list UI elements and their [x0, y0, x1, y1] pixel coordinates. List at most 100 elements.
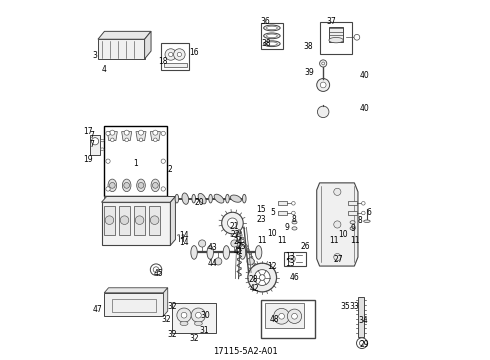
Polygon shape	[104, 293, 164, 316]
Text: 26: 26	[300, 242, 310, 251]
Text: 28: 28	[249, 275, 258, 284]
Ellipse shape	[247, 248, 249, 251]
Ellipse shape	[267, 42, 277, 45]
Text: 40: 40	[359, 71, 369, 80]
Polygon shape	[145, 31, 151, 59]
Circle shape	[124, 130, 129, 135]
Ellipse shape	[192, 194, 196, 203]
Circle shape	[359, 341, 365, 346]
Ellipse shape	[245, 245, 247, 247]
Text: 47: 47	[93, 305, 103, 314]
Bar	[261, 23, 283, 49]
Circle shape	[221, 212, 243, 234]
Ellipse shape	[153, 197, 162, 203]
Text: 7: 7	[89, 131, 94, 140]
Text: 32: 32	[189, 334, 199, 343]
Ellipse shape	[207, 246, 214, 259]
Bar	[90, 135, 100, 155]
Text: 9: 9	[285, 223, 290, 232]
Ellipse shape	[177, 234, 180, 236]
Bar	[104, 206, 115, 234]
Text: 40: 40	[359, 104, 369, 113]
Bar	[104, 196, 171, 203]
Ellipse shape	[267, 26, 277, 30]
Text: 16: 16	[189, 48, 199, 57]
Polygon shape	[98, 31, 151, 39]
Circle shape	[111, 138, 114, 141]
Ellipse shape	[238, 230, 240, 232]
Polygon shape	[98, 39, 145, 59]
Polygon shape	[136, 132, 146, 140]
Circle shape	[135, 216, 144, 225]
Circle shape	[334, 221, 341, 228]
Ellipse shape	[264, 33, 280, 39]
Circle shape	[317, 78, 330, 91]
Text: 9: 9	[350, 224, 355, 233]
Text: 35: 35	[341, 302, 350, 311]
Ellipse shape	[191, 246, 197, 259]
Text: 20: 20	[195, 198, 204, 207]
Bar	[164, 63, 187, 67]
Bar	[172, 303, 217, 333]
Circle shape	[139, 138, 143, 141]
Text: 23: 23	[256, 215, 266, 224]
Text: 30: 30	[201, 311, 210, 320]
Ellipse shape	[151, 179, 160, 192]
Polygon shape	[317, 183, 358, 266]
Text: 38: 38	[303, 42, 313, 51]
Text: 37: 37	[326, 17, 336, 26]
Text: 44: 44	[207, 259, 217, 268]
Circle shape	[320, 82, 326, 88]
Ellipse shape	[122, 197, 132, 203]
Text: 45: 45	[153, 269, 163, 278]
Ellipse shape	[100, 139, 104, 142]
Circle shape	[150, 264, 162, 275]
Circle shape	[173, 49, 185, 60]
Circle shape	[288, 255, 295, 262]
Ellipse shape	[223, 246, 230, 259]
Ellipse shape	[198, 193, 206, 204]
Ellipse shape	[180, 321, 188, 325]
Circle shape	[150, 216, 159, 225]
Text: 4: 4	[101, 65, 106, 74]
Ellipse shape	[122, 179, 131, 192]
Text: 22: 22	[230, 230, 240, 239]
Circle shape	[354, 35, 360, 40]
Bar	[161, 43, 190, 70]
Circle shape	[169, 52, 173, 57]
Bar	[329, 27, 343, 42]
Text: 14: 14	[179, 238, 189, 247]
Text: 32: 32	[167, 302, 177, 311]
Text: 13: 13	[285, 259, 295, 268]
Polygon shape	[101, 197, 175, 202]
Bar	[348, 201, 357, 206]
Circle shape	[292, 211, 295, 215]
Circle shape	[125, 138, 128, 141]
Text: 36: 36	[260, 17, 270, 26]
Circle shape	[181, 312, 187, 318]
Ellipse shape	[292, 221, 297, 224]
Text: 38: 38	[262, 39, 271, 48]
Bar	[320, 22, 352, 54]
Circle shape	[247, 258, 254, 265]
Circle shape	[198, 240, 206, 247]
Polygon shape	[164, 288, 168, 316]
Text: 6: 6	[367, 208, 371, 217]
Bar	[104, 126, 167, 196]
Circle shape	[92, 138, 98, 145]
Ellipse shape	[255, 246, 262, 259]
Text: 48: 48	[270, 315, 279, 324]
Text: 21: 21	[229, 222, 239, 231]
Ellipse shape	[225, 194, 229, 203]
Circle shape	[334, 188, 341, 195]
Text: 29: 29	[360, 340, 369, 349]
Text: 32: 32	[167, 330, 177, 339]
Circle shape	[196, 312, 201, 318]
Circle shape	[319, 60, 327, 67]
Bar	[348, 211, 357, 215]
Text: 2: 2	[167, 165, 172, 174]
Circle shape	[254, 270, 270, 285]
Bar	[278, 211, 287, 215]
Bar	[265, 303, 304, 328]
Text: 11: 11	[277, 236, 287, 245]
